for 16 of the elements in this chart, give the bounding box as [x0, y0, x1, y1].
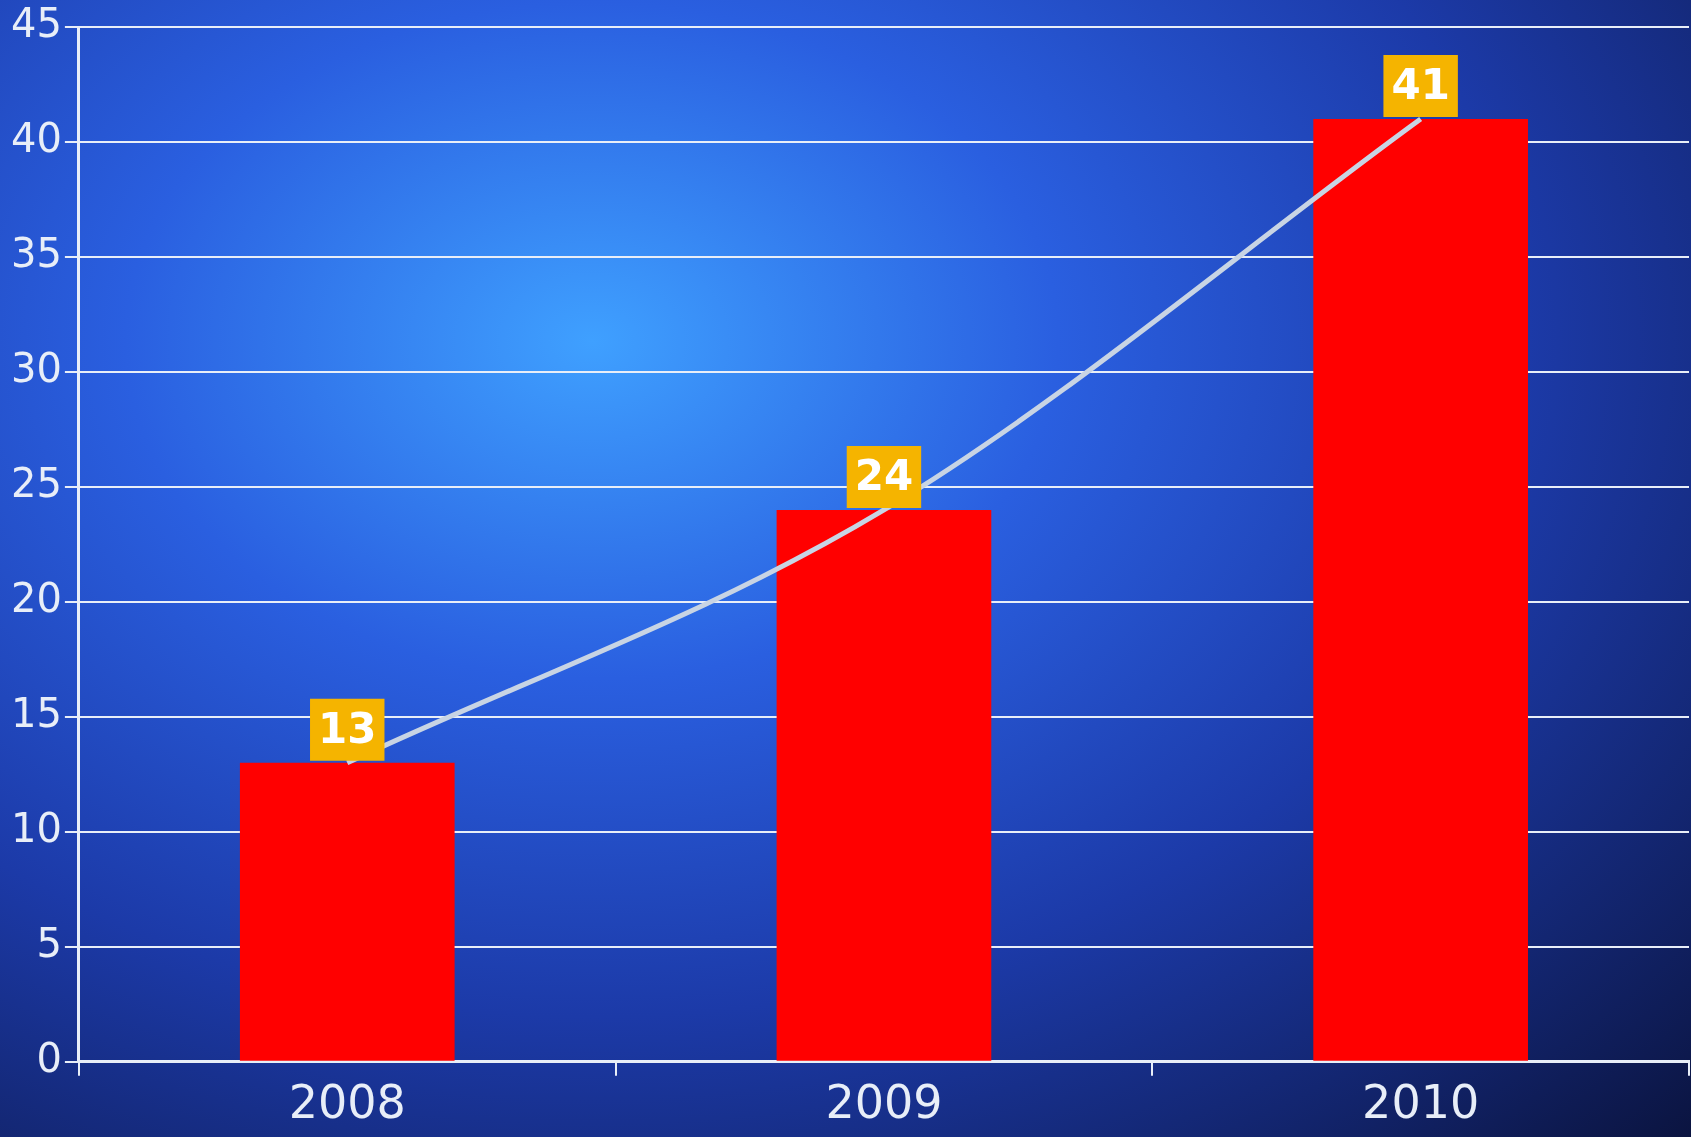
y-tick-label: 10	[10, 805, 62, 852]
y-tick-label: 5	[36, 920, 62, 967]
y-tick-label: 30	[10, 345, 62, 392]
y-tick-label: 45	[10, 0, 62, 47]
y-tick-label: 15	[10, 690, 62, 737]
y-tick-label: 0	[36, 1035, 62, 1082]
x-tick-label: 2010	[1362, 1075, 1480, 1130]
y-tick-label: 35	[10, 230, 62, 277]
data-label: 13	[318, 703, 377, 753]
data-label: 24	[854, 450, 914, 500]
y-tick-label: 25	[10, 460, 62, 507]
data-label: 41	[1391, 59, 1450, 109]
y-tick-label: 40	[10, 115, 62, 162]
y-tick-label: 20	[10, 575, 62, 622]
x-tick-label: 2009	[825, 1075, 943, 1130]
x-tick-label: 2008	[288, 1075, 406, 1130]
